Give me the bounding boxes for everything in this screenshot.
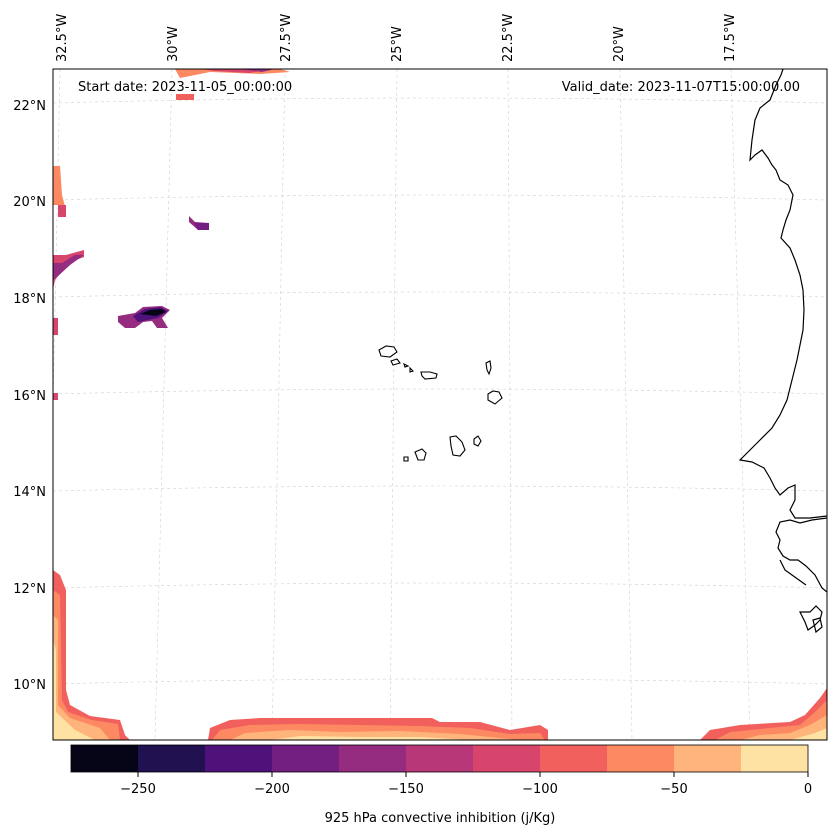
colorbar-segment xyxy=(741,745,808,772)
longitude-labels: 32.5°W 30°W 27.5°W 25°W 22.5°W 20°W 17.5… xyxy=(55,14,738,62)
lat-gridlines xyxy=(53,97,827,685)
lon-gridlines xyxy=(53,69,751,740)
map-background xyxy=(53,69,827,740)
lon-label: 22.5°W xyxy=(501,14,516,62)
map-frame xyxy=(52,68,828,741)
lat-label: 20°N xyxy=(13,195,46,210)
cape-verde-islands xyxy=(378,345,503,462)
colorbar-label: 925 hPa convective inhibition (j/Kg) xyxy=(325,811,556,826)
colorbar-segment xyxy=(339,745,406,772)
lon-label: 25°W xyxy=(390,26,405,62)
guinea-coastline xyxy=(775,517,827,634)
colorbar-segment xyxy=(205,745,272,772)
start-date-label: Start date: 2023-11-05_00:00:00 xyxy=(78,80,292,95)
colorbar-segment xyxy=(71,745,138,772)
latitude-labels: 22°N 20°N 18°N 16°N 14°N 12°N 10°N xyxy=(13,99,46,693)
lat-label: 12°N xyxy=(13,582,46,597)
lat-label: 18°N xyxy=(13,292,46,307)
lat-label: 10°N xyxy=(13,678,46,693)
colorbar-segment xyxy=(607,745,674,772)
colorbar-segment xyxy=(138,745,205,772)
lat-label: 16°N xyxy=(13,389,46,404)
colorbar-segment xyxy=(473,745,540,772)
colorbar-ticks: −250 −200 −150 −100 −50 0 xyxy=(120,772,812,797)
colorbar-segment xyxy=(674,745,741,772)
colorbar-tick-label: −200 xyxy=(254,782,290,797)
lon-label: 32.5°W xyxy=(55,14,70,62)
colorbar-tick-label: −100 xyxy=(522,782,558,797)
colorbar-tick-label: −50 xyxy=(660,782,687,797)
africa-coastline xyxy=(738,69,827,519)
colorbar xyxy=(70,744,809,773)
lat-label: 22°N xyxy=(13,99,46,114)
colorbar-tick-label: 0 xyxy=(804,782,812,797)
colorbar-segment xyxy=(406,745,473,772)
valid-date-label: Valid_date: 2023-11-07T15:00:00.00 xyxy=(562,80,800,95)
map-content xyxy=(53,69,827,740)
colorbar-segment xyxy=(540,745,607,772)
lon-label: 17.5°W xyxy=(723,14,738,62)
lon-label: 27.5°W xyxy=(279,14,294,62)
cin-shading xyxy=(53,69,827,740)
lat-label: 14°N xyxy=(13,485,46,500)
colorbar-tick-label: −250 xyxy=(120,782,156,797)
lon-label: 20°W xyxy=(612,26,627,62)
lon-label: 30°W xyxy=(166,26,181,62)
colorbar-segment xyxy=(272,745,339,772)
colorbar-frame xyxy=(70,744,809,773)
colorbar-tick-label: −150 xyxy=(388,782,424,797)
